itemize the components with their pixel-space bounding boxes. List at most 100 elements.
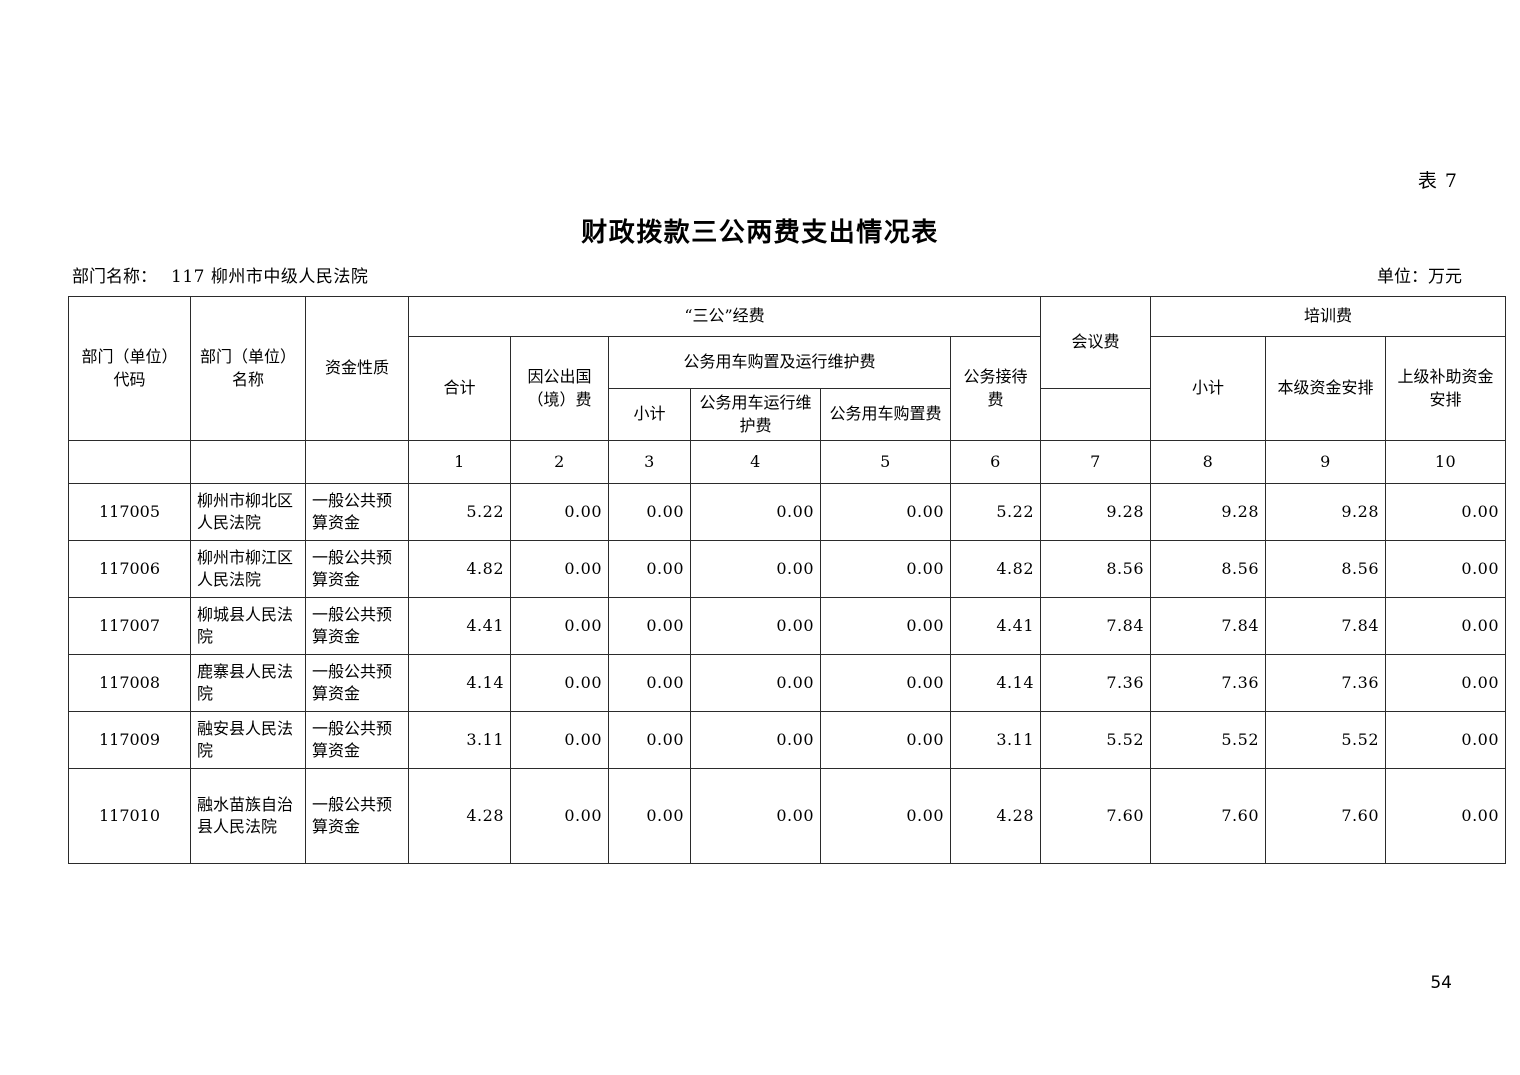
th-reception-fee: 公务接待费 [950,336,1041,441]
cell-value-10: 0.00 [1384,768,1507,864]
cell-value-6: 4.41 [950,597,1041,655]
cell-fund-nature: 一般公共预算资金 [305,768,409,864]
cell-value-10: 0.00 [1384,654,1507,712]
cell-value-9: 7.36 [1265,654,1386,712]
th-dept-name: 部门（单位）名称 [190,296,306,441]
cell-fund-nature: 一般公共预算资金 [305,483,409,541]
th-total: 合计 [408,336,511,441]
cell-value-5: 0.00 [820,597,951,655]
th-training-upper: 上级补助资金安排 [1384,336,1507,441]
cell-fund-nature: 一般公共预算资金 [305,597,409,655]
cell-fund-nature: 一般公共预算资金 [305,540,409,598]
th-group-training: 培训费 [1149,296,1507,337]
table-body: 117005 柳州市柳北区人民法院 一般公共预算资金 5.22 0.00 0.00 0.00… [68,483,1507,864]
cell-dept-name: 融安县人民法院 [190,711,306,769]
cell-value-9: 9.28 [1265,483,1386,541]
cell-value-5: 0.00 [820,540,951,598]
cell-value-2: 0.00 [510,483,609,541]
cell-value-7: 8.56 [1040,540,1151,598]
table-number-label: 表 7 [1417,170,1458,192]
th-fund-nature: 资金性质 [305,296,409,441]
cell-value-9: 5.52 [1265,711,1386,769]
cell-value-2: 0.00 [510,597,609,655]
cell-value-10: 0.00 [1384,540,1507,598]
cell-value-10: 0.00 [1384,483,1507,541]
cell-value-3: 0.00 [608,540,691,598]
cell-value-4: 0.00 [690,711,821,769]
cell-value-3: 0.00 [608,654,691,712]
th-vehicle-maintenance: 公务用车运行维护费 [690,388,821,441]
cell-value-3: 0.00 [608,483,691,541]
table-row: 117010 融水苗族自治县人民法院 一般公共预算资金 4.28 0.00 0.00 0.0… [68,768,1507,864]
cell-value-1: 4.28 [408,768,511,864]
cell-value-7: 7.60 [1040,768,1151,864]
cell-value-5: 0.00 [820,711,951,769]
th-abroad-fee: 因公出国（境）费 [510,336,609,441]
cell-value-5: 0.00 [820,483,951,541]
cell-dept-code: 117005 [68,483,191,541]
cell-fund-nature: 一般公共预算资金 [305,711,409,769]
cell-value-1: 3.11 [408,711,511,769]
cell-dept-code: 117009 [68,711,191,769]
cell-value-9: 7.60 [1265,768,1386,864]
page-number: 54 [1430,973,1452,993]
cell-value-5: 0.00 [820,654,951,712]
cell-value-6: 4.28 [950,768,1041,864]
cell-dept-name: 柳州市柳北区人民法院 [190,483,306,541]
th-num-5: 5 [820,440,951,484]
header-number-row: 1 2 3 4 5 6 7 8 9 10 [68,440,1507,484]
cell-dept-code: 117010 [68,768,191,864]
th-num-8: 8 [1150,440,1266,484]
cell-value-1: 5.22 [408,483,511,541]
page-title: 财政拨款三公两费支出情况表 [581,218,939,248]
th-num-2: 2 [510,440,609,484]
cell-dept-name: 鹿寨县人民法院 [190,654,306,712]
th-num-9: 9 [1265,440,1386,484]
cell-dept-code: 117006 [68,540,191,598]
table-row: 117008 鹿寨县人民法院 一般公共预算资金 4.14 0.00 0.00 0.00 0.0… [68,654,1507,712]
cell-fund-nature: 一般公共预算资金 [305,654,409,712]
cell-value-2: 0.00 [510,711,609,769]
th-num-blank-2 [190,440,306,484]
table-row: 117006 柳州市柳江区人民法院 一般公共预算资金 4.82 0.00 0.00 0.00… [68,540,1507,598]
cell-value-6: 4.82 [950,540,1041,598]
cell-value-2: 0.00 [510,768,609,864]
cell-value-7: 9.28 [1040,483,1151,541]
department-value: 117 柳州市中级人民法院 [171,267,369,287]
cell-dept-code: 117007 [68,597,191,655]
cell-value-3: 0.00 [608,597,691,655]
cell-value-1: 4.14 [408,654,511,712]
cell-value-6: 5.22 [950,483,1041,541]
cell-value-1: 4.82 [408,540,511,598]
department-label: 部门名称： [72,267,157,287]
th-group-sangong: “三公”经费 [408,296,1041,337]
cell-value-8: 5.52 [1150,711,1266,769]
th-vehicle-purchase: 公务用车购置费 [820,388,951,441]
header-group-row: 部门（单位）代码 部门（单位）名称 资金性质 “三公”经费 会议费 培训费 [68,296,1507,441]
expenditure-table: 部门（单位）代码 部门（单位）名称 资金性质 “三公”经费 会议费 培训费 合计… [68,296,1507,864]
cell-value-2: 0.00 [510,540,609,598]
cell-value-3: 0.00 [608,711,691,769]
cell-value-7: 7.84 [1040,597,1151,655]
th-dept-code: 部门（单位）代码 [68,296,191,441]
cell-value-10: 0.00 [1384,597,1507,655]
cell-value-2: 0.00 [510,654,609,712]
cell-value-9: 7.84 [1265,597,1386,655]
cell-value-4: 0.00 [690,654,821,712]
cell-value-8: 7.36 [1150,654,1266,712]
cell-dept-name: 融水苗族自治县人民法院 [190,768,306,864]
header-sub-row-2: 小计 公务用车运行维护费 公务用车购置费 [69,388,1506,441]
th-training-subtotal: 小计 [1150,336,1266,441]
cell-value-4: 0.00 [690,540,821,598]
cell-value-3: 0.00 [608,768,691,864]
th-num-1: 1 [408,440,511,484]
cell-value-8: 9.28 [1150,483,1266,541]
department-name-line: 部门名称： 117 柳州市中级人民法院 [72,262,368,287]
cell-value-8: 8.56 [1150,540,1266,598]
table-row: 117009 融安县人民法院 一般公共预算资金 3.11 0.00 0.00 0.00 0.0… [68,711,1507,769]
th-num-4: 4 [690,440,821,484]
table-row: 117005 柳州市柳北区人民法院 一般公共预算资金 5.22 0.00 0.00 0.00… [68,483,1507,541]
cell-value-9: 8.56 [1265,540,1386,598]
cell-dept-code: 117008 [68,654,191,712]
th-num-blank-3 [305,440,409,484]
